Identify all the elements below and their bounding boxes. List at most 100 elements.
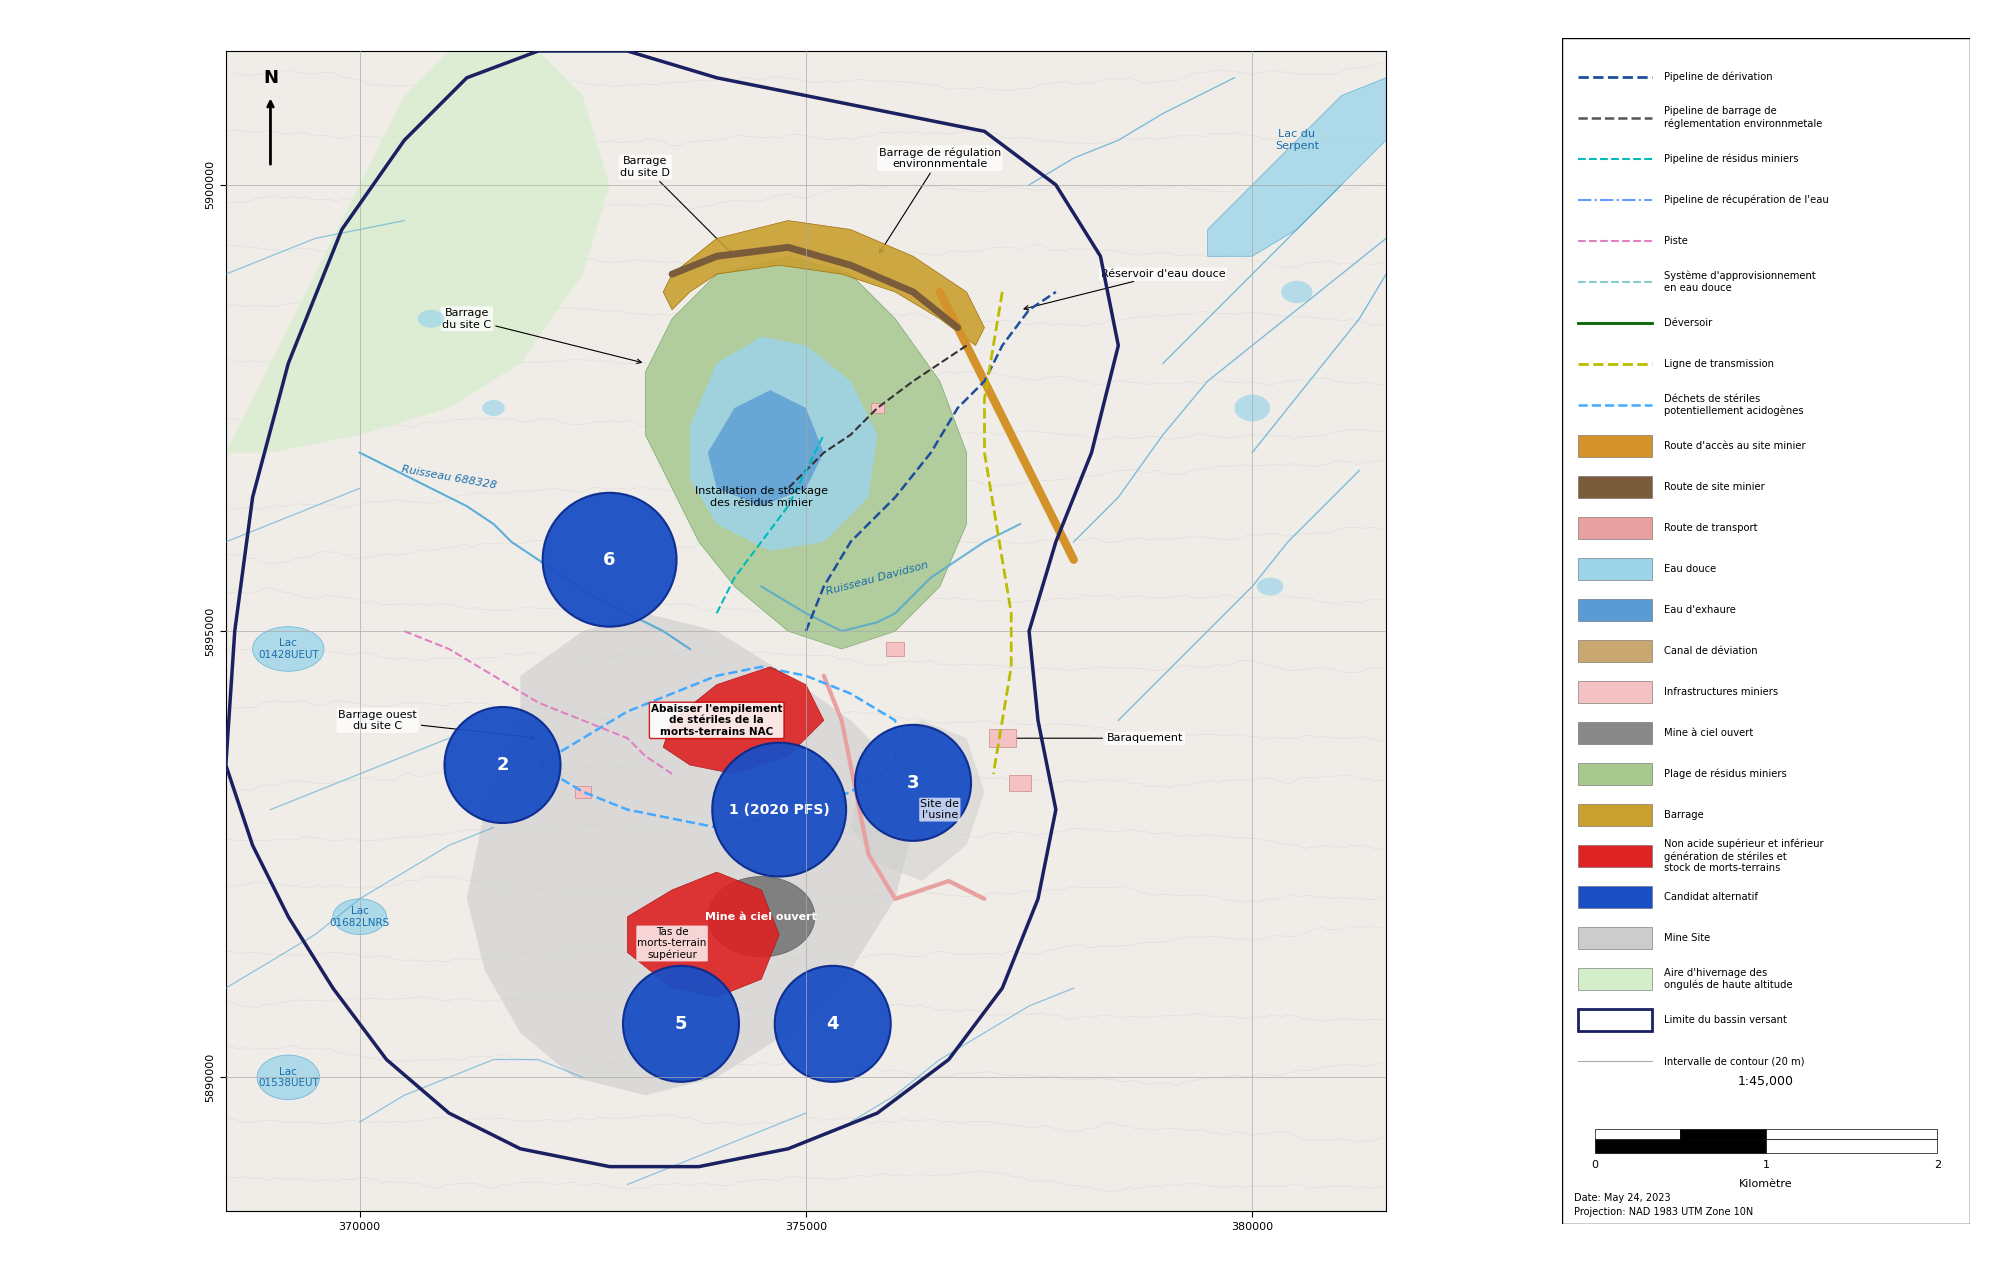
- Polygon shape: [467, 613, 913, 1095]
- Text: Système d'approvisionnement
en eau douce: Système d'approvisionnement en eau douce: [1663, 270, 1816, 293]
- Text: Route d'accès au site minier: Route d'accès au site minier: [1663, 441, 1804, 451]
- Text: 2: 2: [1933, 1160, 1939, 1170]
- Ellipse shape: [444, 706, 561, 822]
- Polygon shape: [662, 667, 823, 774]
- Text: Mine à ciel ouvert: Mine à ciel ouvert: [1663, 728, 1752, 738]
- Bar: [885, 643, 903, 655]
- Bar: [1577, 927, 1651, 950]
- Ellipse shape: [257, 1056, 320, 1099]
- Text: Ruisseau 688328: Ruisseau 688328: [400, 464, 497, 491]
- Text: Lac
01428UEUT: Lac 01428UEUT: [259, 639, 318, 659]
- Text: 0: 0: [1591, 1160, 1597, 1170]
- Bar: [1679, 1130, 1766, 1139]
- Text: Lac du
Serpent: Lac du Serpent: [1275, 130, 1319, 150]
- Text: Barrage: Barrage: [1663, 810, 1703, 820]
- Text: 1 (2020 PFS): 1 (2020 PFS): [728, 803, 829, 816]
- Bar: [1593, 1139, 1766, 1153]
- Text: Mine à ciel ouvert: Mine à ciel ouvert: [704, 912, 817, 922]
- Polygon shape: [662, 221, 985, 346]
- Text: Baraquement: Baraquement: [996, 733, 1183, 743]
- Text: 3: 3: [907, 774, 919, 792]
- Text: 4: 4: [825, 1015, 839, 1033]
- Text: Installation de stockage
des résidus minier: Installation de stockage des résidus min…: [694, 487, 827, 507]
- Bar: [1577, 476, 1651, 499]
- Ellipse shape: [855, 724, 971, 840]
- Ellipse shape: [332, 899, 386, 935]
- Text: Intervalle de contour (20 m): Intervalle de contour (20 m): [1663, 1056, 1804, 1066]
- Text: Route de site minier: Route de site minier: [1663, 482, 1764, 492]
- Bar: [1766, 1139, 1937, 1153]
- Text: Pipeline de barrage de
réglementation environnmetale: Pipeline de barrage de réglementation en…: [1663, 107, 1822, 129]
- Text: Déversoir: Déversoir: [1663, 317, 1711, 328]
- Bar: [1577, 722, 1651, 745]
- Text: Barrage de régulation
environnmentale: Barrage de régulation environnmentale: [879, 147, 1000, 252]
- Polygon shape: [690, 337, 877, 551]
- Text: Eau d'exhaure: Eau d'exhaure: [1663, 604, 1734, 615]
- Text: Eau douce: Eau douce: [1663, 564, 1717, 574]
- Polygon shape: [1207, 78, 1386, 256]
- Text: Site de
l'usine: Site de l'usine: [919, 799, 959, 820]
- Bar: [575, 785, 591, 798]
- Ellipse shape: [543, 492, 676, 626]
- Text: Candidat alternatif: Candidat alternatif: [1663, 892, 1756, 903]
- Text: Plage de résidus miniers: Plage de résidus miniers: [1663, 769, 1786, 779]
- Bar: [1577, 435, 1651, 456]
- Text: Mine Site: Mine Site: [1663, 933, 1709, 944]
- Polygon shape: [849, 720, 985, 881]
- Bar: [1577, 599, 1651, 621]
- Text: Canal de déviation: Canal de déviation: [1663, 646, 1756, 655]
- Text: 6: 6: [603, 551, 615, 569]
- Bar: [1577, 640, 1651, 662]
- Text: 1:45,000: 1:45,000: [1736, 1075, 1794, 1088]
- Text: Pipeline de récupération de l'eau: Pipeline de récupération de l'eau: [1663, 194, 1828, 205]
- Text: 5: 5: [674, 1015, 686, 1033]
- Text: Route de transport: Route de transport: [1663, 523, 1756, 533]
- Text: Pipeline de dérivation: Pipeline de dérivation: [1663, 71, 1772, 82]
- Text: Tas de
morts-terrain
supérieur: Tas de morts-terrain supérieur: [636, 927, 706, 960]
- Ellipse shape: [418, 310, 444, 328]
- Text: Aire d'hivernage des
ongulés de haute altitude: Aire d'hivernage des ongulés de haute al…: [1663, 968, 1792, 991]
- Ellipse shape: [708, 876, 814, 956]
- Polygon shape: [627, 872, 780, 997]
- Text: Kilomètre: Kilomètre: [1738, 1179, 1792, 1190]
- Bar: [1577, 968, 1651, 991]
- Text: Date: May 24, 2023: Date: May 24, 2023: [1573, 1192, 1671, 1202]
- Bar: [1577, 845, 1651, 867]
- Text: Barrage
du site C: Barrage du site C: [442, 309, 640, 363]
- Text: Projection: NAD 1983 UTM Zone 10N: Projection: NAD 1983 UTM Zone 10N: [1573, 1207, 1752, 1216]
- Text: Lac
01538UEUT: Lac 01538UEUT: [259, 1067, 318, 1088]
- Bar: [1008, 775, 1030, 790]
- Ellipse shape: [774, 965, 891, 1081]
- Ellipse shape: [623, 965, 738, 1081]
- Ellipse shape: [253, 626, 324, 671]
- Ellipse shape: [481, 400, 505, 416]
- Text: Abaisser l'empilement
de stériles de la
morts-terrains NAC: Abaisser l'empilement de stériles de la …: [650, 704, 782, 737]
- Bar: [1577, 803, 1651, 826]
- Ellipse shape: [1255, 578, 1283, 595]
- Polygon shape: [708, 390, 823, 506]
- Bar: [989, 729, 1014, 747]
- Bar: [871, 403, 883, 413]
- Text: Piste: Piste: [1663, 236, 1687, 246]
- Text: N: N: [263, 69, 278, 87]
- Polygon shape: [225, 51, 609, 453]
- Text: Ruisseau Davidson: Ruisseau Davidson: [825, 561, 929, 598]
- Text: Limite du bassin versant: Limite du bassin versant: [1663, 1015, 1786, 1025]
- Bar: [1577, 1009, 1651, 1031]
- Text: 1: 1: [1762, 1160, 1768, 1170]
- Text: Déchets de stériles
potentiellement acidogènes: Déchets de stériles potentiellement acid…: [1663, 394, 1802, 416]
- Text: Ligne de transmission: Ligne de transmission: [1663, 358, 1774, 368]
- Text: Infrastructures miniers: Infrastructures miniers: [1663, 687, 1778, 697]
- Ellipse shape: [1281, 280, 1313, 303]
- Text: Réservoir d'eau douce: Réservoir d'eau douce: [1024, 269, 1225, 310]
- Ellipse shape: [712, 742, 845, 876]
- Text: Lac
01682LNRS: Lac 01682LNRS: [330, 907, 390, 927]
- Text: Barrage ouest
du site C: Barrage ouest du site C: [338, 710, 533, 740]
- Bar: [1577, 557, 1651, 580]
- Text: 2: 2: [495, 756, 509, 774]
- Bar: [1766, 1130, 1937, 1139]
- Text: Barrage
du site D: Barrage du site D: [621, 157, 732, 254]
- Text: Non acide supérieur et inférieur
génération de stériles et
stock de morts-terrai: Non acide supérieur et inférieur générat…: [1663, 839, 1822, 873]
- Bar: [1577, 762, 1651, 785]
- Polygon shape: [644, 256, 967, 649]
